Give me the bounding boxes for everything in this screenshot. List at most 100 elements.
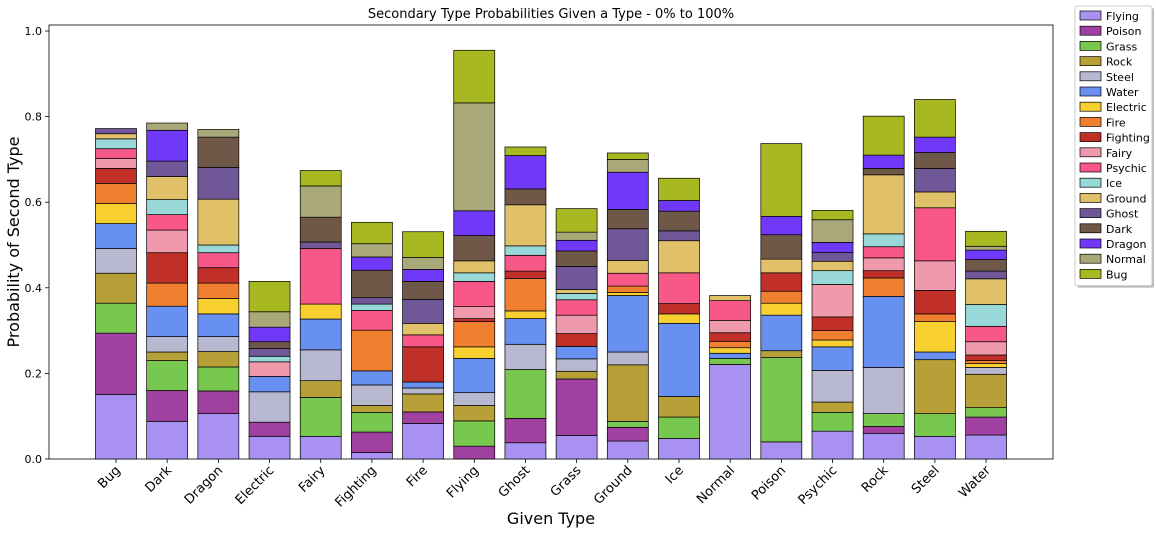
bar-ghost-dark: [504, 188, 547, 206]
bar-psychic-ground: [811, 260, 854, 272]
bar-ghost-fighting: [504, 270, 547, 279]
legend-swatch-bug: [1079, 269, 1102, 279]
bar-ground-psychic: [606, 272, 649, 287]
bar-stacks: [95, 49, 1007, 460]
bar-normal-ground: [709, 295, 752, 301]
x-tick-label: Dark: [143, 463, 176, 496]
bar-steel-bug: [914, 99, 956, 138]
bar-ice-fighting: [658, 303, 700, 315]
bar-psychic-water: [811, 346, 854, 371]
bar-ghost-psychic: [504, 254, 547, 272]
bar-water-grass: [965, 407, 1007, 418]
bar-steel-fighting: [914, 290, 956, 315]
bar-water-dragon: [965, 249, 1007, 260]
bar-fighting-dragon: [351, 256, 393, 271]
bar-normal-electric: [709, 347, 752, 354]
bar-water-electric: [965, 363, 1007, 368]
bar-water-steel: [965, 367, 1007, 375]
bar-grass-steel: [555, 358, 598, 372]
bar-ground-dragon: [606, 171, 649, 210]
bar-ground-ground: [606, 260, 649, 274]
bar-water-bug: [965, 230, 1007, 247]
legend-swatch-water: [1079, 86, 1102, 97]
bar-grass-water: [555, 346, 598, 360]
bar-dragon-fire: [197, 282, 240, 299]
legend-swatch-poison: [1079, 25, 1102, 36]
bar-normal-psychic: [709, 300, 752, 321]
bar-fire-flying: [402, 423, 444, 460]
bar-dragon-ice: [197, 244, 240, 254]
bar-ghost-poison: [504, 417, 547, 444]
bar-rock-dragon: [862, 154, 905, 169]
bar-psychic-rock: [811, 401, 854, 413]
bar-water-ground: [965, 278, 1007, 305]
bar-steel-rock: [914, 359, 956, 414]
bar-fighting-poison: [351, 431, 393, 453]
bar-ground-ghost: [606, 228, 649, 261]
x-axis-label: Given Type: [507, 509, 595, 528]
bar-rock-steel: [862, 367, 905, 414]
bar-electric-ice: [248, 355, 291, 363]
bar-fighting-dark: [351, 269, 393, 298]
y-tick-label: 0.0: [25, 453, 43, 466]
bar-fighting-ice: [351, 303, 393, 311]
bar-ground-normal: [606, 159, 649, 173]
bar-steel-flying: [914, 435, 956, 460]
bar-flying-steel: [453, 392, 496, 406]
bar-steel-electric: [914, 321, 956, 353]
legend-label-poison: Poison: [1106, 25, 1141, 38]
bar-rock-water: [862, 296, 905, 368]
bar-ghost-bug: [504, 146, 547, 156]
bar-water-fire: [965, 360, 1007, 364]
bar-grass-dark: [555, 250, 598, 267]
x-tick-label: Ghost: [496, 463, 534, 501]
bar-fighting-grass: [351, 412, 393, 433]
bar-fighting-steel: [351, 384, 393, 406]
bar-water-poison: [965, 416, 1007, 436]
bar-ground-electric: [606, 292, 649, 296]
bar-flying-rock: [453, 405, 496, 422]
bar-poison-bug: [760, 143, 803, 217]
bar-poison-fighting: [760, 272, 803, 292]
bar-fairy-normal: [299, 185, 342, 218]
bar-ice-rock: [658, 396, 700, 418]
bar-bug-grass: [95, 302, 137, 334]
bar-grass-normal: [555, 231, 598, 241]
bar-fire-poison: [402, 411, 444, 424]
legend-swatch-ice: [1079, 177, 1102, 188]
legend-label-flying: Flying: [1106, 10, 1139, 23]
bar-dragon-grass: [197, 366, 240, 392]
bar-water-flying: [965, 434, 1007, 460]
bar-bug-flying: [95, 394, 137, 460]
bar-fighting-normal: [351, 243, 393, 258]
bar-poison-flying: [760, 441, 803, 460]
bar-fighting-fire: [351, 329, 393, 372]
bar-flying-psychic: [453, 281, 496, 307]
bar-rock-ground: [862, 174, 905, 235]
bar-dark-poison: [146, 390, 189, 422]
legend-label-ground: Ground: [1106, 192, 1146, 205]
bar-ground-water: [606, 295, 649, 353]
x-tick-label: Ground: [591, 463, 635, 507]
bar-ground-grass: [606, 420, 649, 428]
bar-fire-ground: [402, 322, 444, 336]
bar-ice-grass: [658, 416, 700, 439]
bar-dragon-water: [197, 313, 240, 337]
legend-swatch-normal: [1079, 253, 1102, 264]
bar-dragon-ground: [197, 198, 240, 246]
bar-psychic-flying: [811, 430, 854, 460]
bar-psychic-ghost: [811, 251, 854, 262]
x-tick-label: Steel: [909, 463, 943, 497]
bar-electric-poison: [248, 421, 291, 437]
bar-poison-fire: [760, 290, 803, 304]
bar-fire-psychic: [402, 334, 444, 348]
bar-bug-electric: [95, 203, 137, 224]
bar-water-rock: [965, 373, 1007, 408]
bar-rock-bug: [862, 115, 905, 156]
bar-grass-fairy: [555, 314, 598, 334]
bar-fairy-steel: [299, 349, 342, 382]
plot-area: [48, 24, 1054, 460]
bar-fighting-psychic: [351, 310, 393, 331]
bar-poison-grass: [760, 357, 803, 443]
bar-steel-grass: [914, 413, 956, 437]
